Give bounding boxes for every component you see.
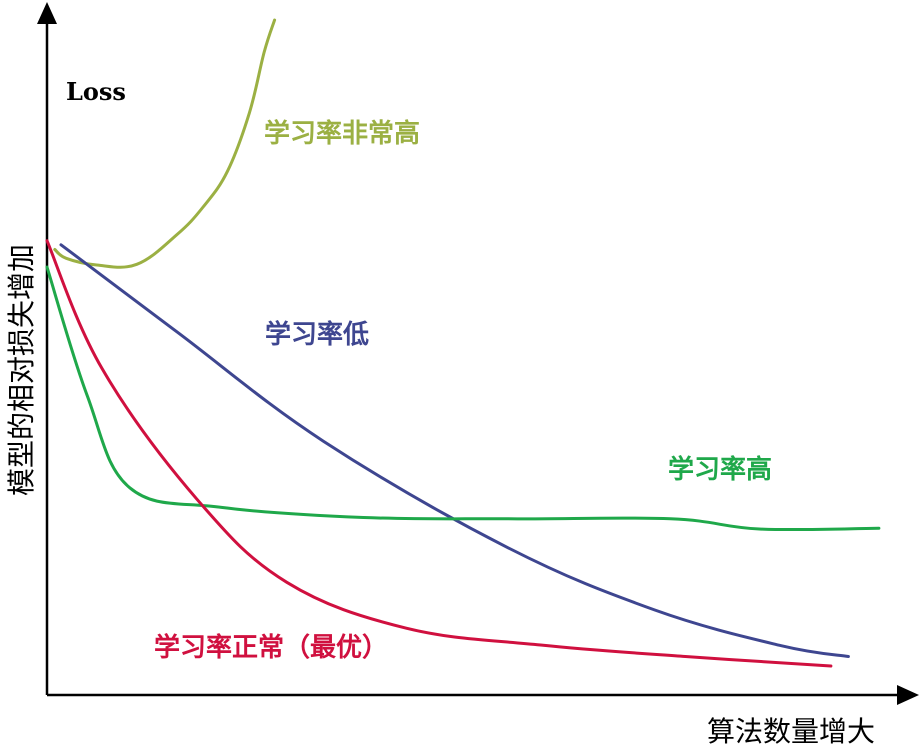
y-axis-title: 模型的相对损失增加 xyxy=(5,244,38,496)
x-axis-arrow xyxy=(897,685,919,705)
series-label-optimal: 学习率正常（最优） xyxy=(154,632,388,663)
x-axis-title: 算法数量增大 xyxy=(707,715,875,748)
loss-label: Loss xyxy=(66,77,126,106)
series-group xyxy=(45,18,881,668)
series-line-low xyxy=(59,243,850,658)
series-line-high xyxy=(45,265,881,532)
series-label-high: 学习率高 xyxy=(668,454,772,485)
series-line-optimal xyxy=(45,239,833,668)
series-label-low: 学习率低 xyxy=(265,319,369,350)
series-line-very-high xyxy=(53,18,277,269)
y-axis-arrow xyxy=(37,2,57,24)
series-label-very-high: 学习率非常高 xyxy=(264,118,420,149)
